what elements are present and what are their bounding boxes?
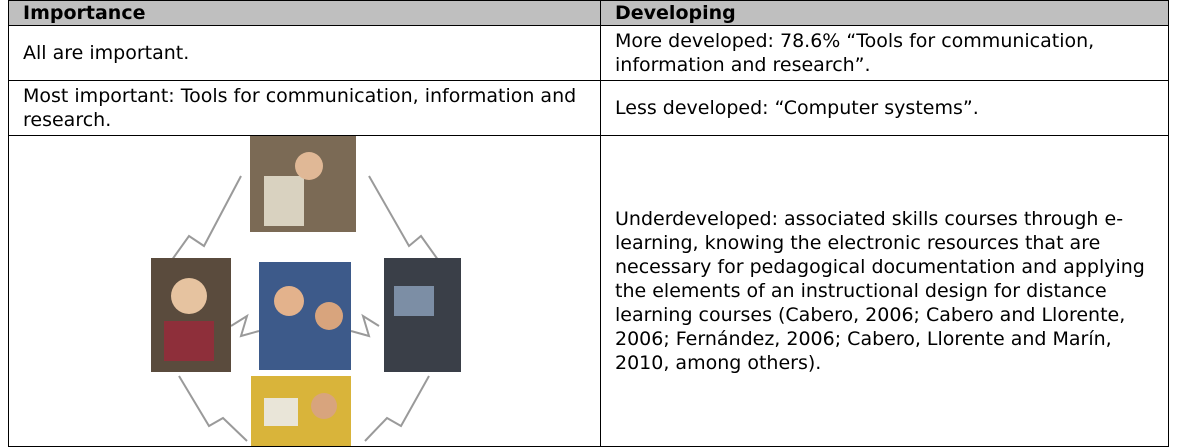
photos xyxy=(151,136,461,446)
image-cell xyxy=(8,135,601,447)
table-row: Most important: Tools for communication,… xyxy=(8,80,1169,136)
skills-table: Importance Developing All are important.… xyxy=(8,0,1169,447)
table-row: Underdeveloped: associated skills course… xyxy=(8,135,1169,447)
header-cell: Importance xyxy=(8,0,601,26)
cell: Less developed: “Computer systems”. xyxy=(600,80,1169,136)
table-row: All are important. More developed: 78.6%… xyxy=(8,25,1169,81)
photo-collage xyxy=(151,136,461,446)
cell: Underdeveloped: associated skills course… xyxy=(600,135,1169,447)
header-cell: Developing xyxy=(600,0,1169,26)
cell: More developed: 78.6% “Tools for communi… xyxy=(600,25,1169,81)
cell: Most important: Tools for communication,… xyxy=(8,80,601,136)
header-row: Importance Developing xyxy=(8,0,1169,26)
cell: All are important. xyxy=(8,25,601,81)
arrows xyxy=(168,175,442,442)
